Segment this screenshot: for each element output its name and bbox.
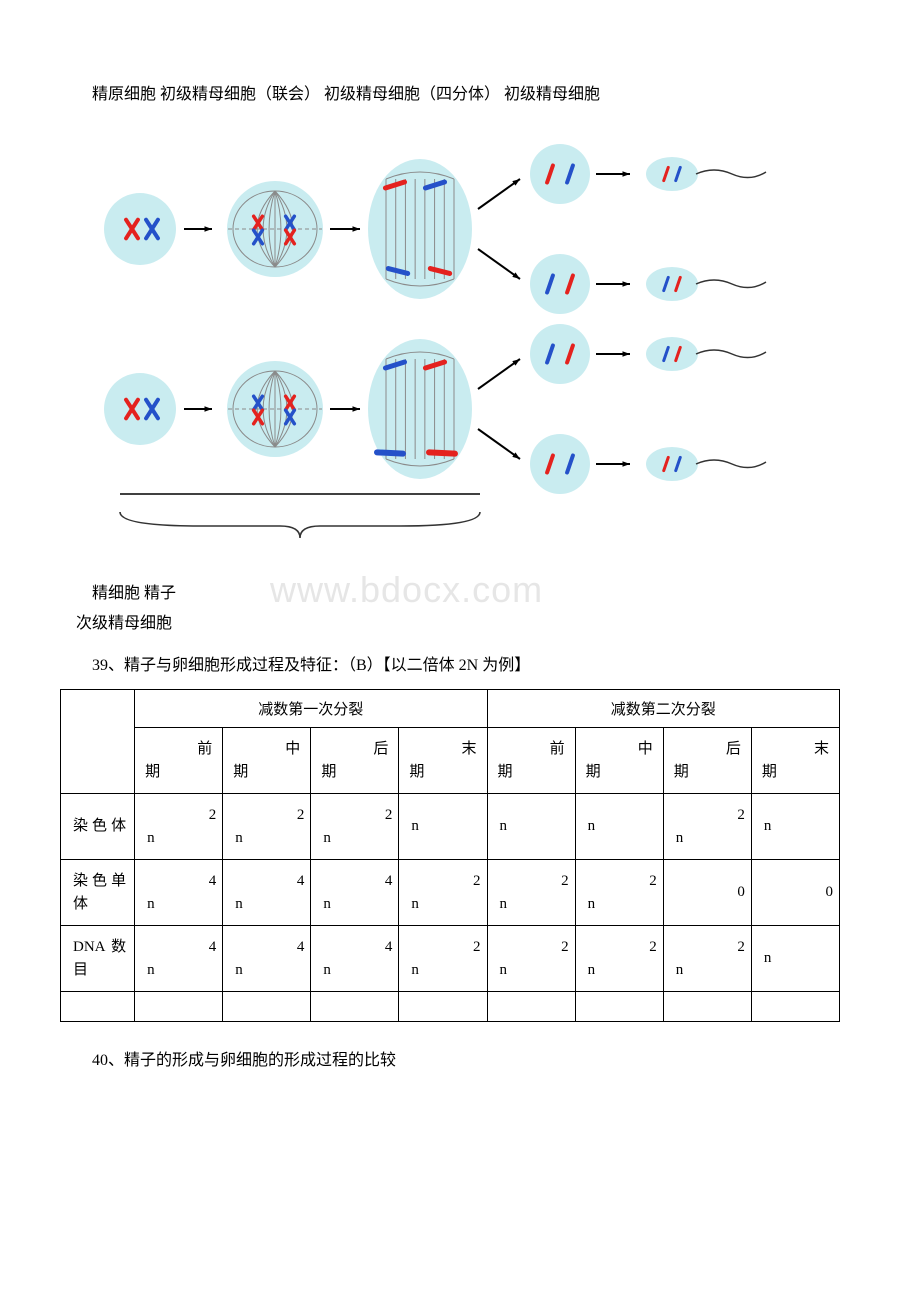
- group-meiosis-2: 减数第二次分裂: [487, 690, 839, 728]
- watermark-text: www.bdocx.com: [270, 569, 543, 611]
- phase-1: 中期: [223, 728, 311, 794]
- phase-5: 中期: [575, 728, 663, 794]
- table-cell: 2n: [663, 794, 751, 860]
- table-cell: 2n: [223, 794, 311, 860]
- table-cell: 4n: [311, 926, 399, 992]
- table-row-phases: 前期中期后期末期前期中期后期末期: [61, 728, 840, 794]
- table-corner: [61, 690, 135, 794]
- group-meiosis-1: 减数第一次分裂: [135, 690, 487, 728]
- phase-3: 末期: [399, 728, 487, 794]
- row-head: 染色体: [61, 794, 135, 860]
- table-cell: 4n: [135, 860, 223, 926]
- table-cell: n: [487, 794, 575, 860]
- table-cell: 2n: [487, 926, 575, 992]
- table-row-groups: 减数第一次分裂 减数第二次分裂: [61, 690, 840, 728]
- table-cell: 2n: [311, 794, 399, 860]
- table-cell: n: [751, 794, 839, 860]
- phase-0: 前期: [135, 728, 223, 794]
- table-cell: n: [399, 794, 487, 860]
- label-secondary-spermatocyte: 次级精母细胞: [60, 609, 860, 633]
- phase-7: 末期: [751, 728, 839, 794]
- question-39: 39、精子与卵细胞形成过程及特征：（B）【以二倍体 2N 为例】: [60, 651, 860, 675]
- table-row-empty: [61, 992, 840, 1022]
- meiosis-diagram: [90, 134, 860, 569]
- table-cell: 4n: [311, 860, 399, 926]
- meiosis-table: 减数第一次分裂 减数第二次分裂 前期中期后期末期前期中期后期末期 染色体2n2n…: [60, 689, 840, 1022]
- question-40: 40、精子的形成与卵细胞的形成过程的比较: [60, 1046, 860, 1070]
- table-cell: 0: [751, 860, 839, 926]
- heading-cell-stages: 精原细胞 初级精母细胞（联会） 初级精母细胞（四分体） 初级精母细胞: [60, 80, 860, 104]
- table-cell: 4n: [223, 926, 311, 992]
- table-cell: 2n: [399, 926, 487, 992]
- table-cell: 4n: [223, 860, 311, 926]
- table-cell: n: [751, 926, 839, 992]
- phase-4: 前期: [487, 728, 575, 794]
- table-cell: 2n: [663, 926, 751, 992]
- row-head: 染色单体: [61, 860, 135, 926]
- table-cell: 2n: [399, 860, 487, 926]
- table-row: DNA数目4n4n4n2n2n2n2nn: [61, 926, 840, 992]
- table-row: 染色体2n2n2nnnn2nn: [61, 794, 840, 860]
- table-cell: n: [575, 794, 663, 860]
- table-cell: 0: [663, 860, 751, 926]
- phase-6: 后期: [663, 728, 751, 794]
- phase-2: 后期: [311, 728, 399, 794]
- table-cell: 2n: [575, 860, 663, 926]
- table-cell: 2n: [135, 794, 223, 860]
- row-head: DNA数目: [61, 926, 135, 992]
- table-row: 染色单体4n4n4n2n2n2n00: [61, 860, 840, 926]
- table-cell: 2n: [487, 860, 575, 926]
- meiosis-svg: [90, 134, 810, 564]
- table-cell: 4n: [135, 926, 223, 992]
- table-cell: 2n: [575, 926, 663, 992]
